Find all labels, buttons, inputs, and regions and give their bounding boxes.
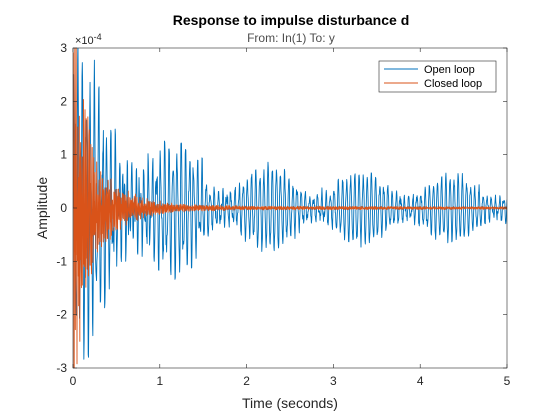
legend-label-closed-loop: Closed loop bbox=[424, 78, 482, 90]
x-tick-label: 0 bbox=[70, 374, 77, 388]
legend: Open loop Closed loop bbox=[378, 60, 497, 93]
y-exponent-label: ×10-4 bbox=[75, 32, 102, 47]
x-tick-label: 5 bbox=[504, 374, 511, 388]
x-axis-label: Time (seconds) bbox=[242, 395, 338, 411]
y-exponent-base: ×10 bbox=[75, 35, 94, 47]
series-line-open-loop bbox=[73, 48, 507, 360]
y-tick-label: 0 bbox=[60, 201, 67, 215]
y-tick-label: -1 bbox=[56, 254, 67, 268]
y-tick-label: 1 bbox=[60, 148, 67, 162]
y-tick-label: -2 bbox=[56, 308, 67, 322]
series-group bbox=[73, 48, 507, 368]
chart-subtitle: From: In(1) To: y bbox=[247, 31, 335, 45]
y-tick-label: 3 bbox=[60, 41, 67, 55]
x-tick-label: 2 bbox=[243, 374, 250, 388]
x-tick-label: 1 bbox=[156, 374, 163, 388]
series-line-closed-loop bbox=[73, 48, 507, 368]
y-axis-label: Amplitude bbox=[34, 177, 50, 239]
legend-label-open-loop: Open loop bbox=[424, 64, 475, 76]
ticks-group: 0 1 2 3 4 5 -3 -2 -1 0 1 2 3 bbox=[56, 41, 510, 388]
y-tick-label: -3 bbox=[56, 361, 67, 375]
legend-box bbox=[378, 60, 497, 93]
x-tick-label: 4 bbox=[417, 374, 424, 388]
x-tick-label: 3 bbox=[330, 374, 337, 388]
chart-title: Response to impulse disturbance d bbox=[173, 12, 410, 28]
y-tick-label: 2 bbox=[60, 94, 67, 108]
y-exponent-power: -4 bbox=[94, 32, 102, 42]
